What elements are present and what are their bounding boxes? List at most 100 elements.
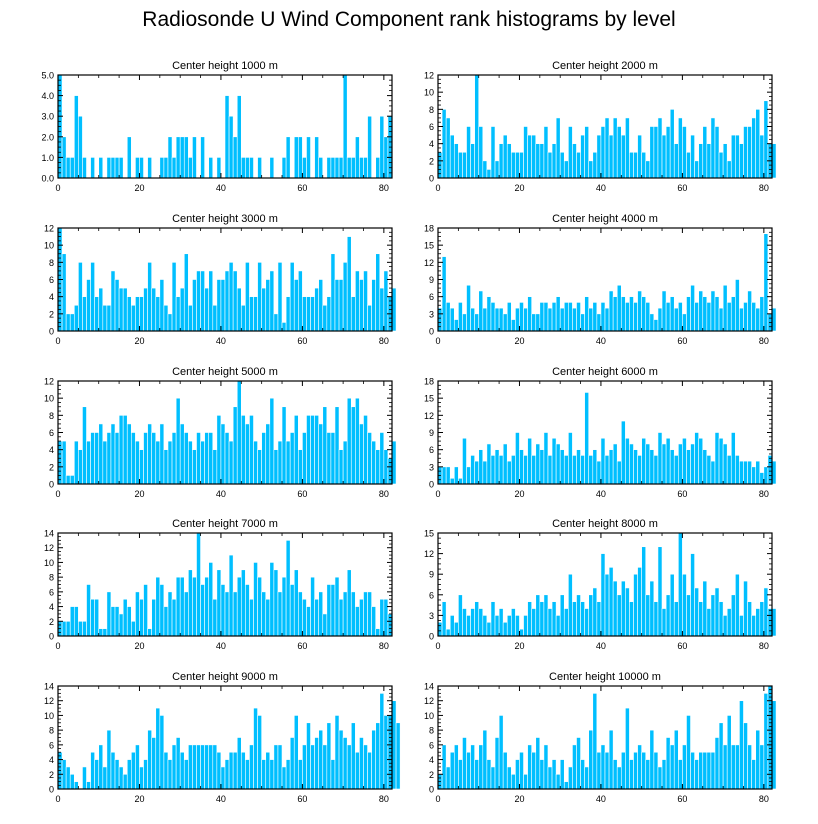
- histogram-bar: [314, 415, 319, 485]
- histogram-bar: [551, 302, 557, 332]
- histogram-bar: [90, 432, 95, 485]
- histogram-bar: [228, 440, 234, 485]
- histogram-bar: [208, 432, 214, 485]
- histogram-bar: [498, 608, 504, 637]
- histogram-bar: [645, 759, 651, 790]
- histogram-bar: [763, 466, 769, 485]
- histogram-bar: [228, 554, 234, 637]
- histogram-bar: [641, 751, 647, 790]
- histogram-bar: [363, 591, 368, 637]
- histogram-bar: [208, 157, 214, 179]
- histogram-bar: [498, 715, 504, 790]
- histogram-bar: [330, 157, 336, 179]
- histogram-bar: [612, 580, 618, 637]
- y-tick-label: 4: [49, 602, 54, 612]
- histogram-bar: [334, 279, 340, 332]
- histogram-bar: [519, 628, 524, 637]
- histogram-bar: [318, 157, 324, 179]
- histogram-bar: [555, 773, 561, 790]
- histogram-bar: [616, 594, 622, 637]
- figure-title: Radiosonde U Wind Component rank histogr…: [142, 8, 676, 31]
- histogram-bar: [106, 591, 112, 637]
- histogram-bar: [604, 117, 610, 179]
- histogram-bar: [375, 253, 381, 332]
- histogram-bar: [73, 781, 79, 790]
- histogram-bar: [498, 455, 504, 485]
- histogram-bar: [616, 126, 622, 179]
- histogram-bar: [620, 134, 626, 179]
- histogram-bar: [559, 307, 565, 332]
- histogram-bar: [678, 443, 683, 485]
- histogram-bar: [175, 737, 181, 790]
- histogram-bar: [302, 744, 307, 790]
- histogram-bar: [114, 157, 120, 179]
- histogram-bar: [482, 160, 488, 179]
- histogram-bar: [375, 157, 381, 179]
- histogram-bar: [355, 751, 360, 790]
- histogram-bar: [633, 751, 638, 790]
- x-tick-label: 0: [435, 183, 440, 193]
- histogram-bar: [183, 136, 189, 179]
- histogram-bar: [302, 157, 307, 179]
- histogram-bar: [474, 460, 480, 485]
- histogram-bar: [289, 584, 295, 637]
- histogram-bar: [539, 143, 545, 179]
- histogram-bar: [257, 157, 262, 179]
- histogram-bar: [633, 449, 638, 485]
- histogram-bar: [326, 722, 332, 790]
- y-tick-label: 8: [429, 105, 434, 115]
- histogram-bar: [629, 443, 634, 485]
- histogram-bar: [657, 432, 663, 485]
- histogram-bar: [657, 766, 663, 790]
- y-tick-label: 0: [49, 327, 54, 337]
- histogram-bar: [277, 262, 283, 332]
- histogram-bar: [437, 307, 443, 332]
- histogram-bar: [86, 584, 91, 637]
- histogram-bar: [350, 722, 356, 790]
- x-tick-label: 40: [216, 794, 226, 804]
- histogram-bar: [706, 751, 712, 790]
- histogram-bar: [204, 744, 210, 790]
- histogram-bar: [494, 737, 500, 790]
- histogram-bar: [285, 540, 291, 637]
- histogram-bar: [350, 591, 356, 637]
- histogram-bar: [445, 302, 451, 332]
- histogram-bar: [612, 117, 618, 179]
- histogram-bar: [363, 744, 368, 790]
- histogram-bar: [474, 74, 480, 179]
- histogram-bar: [620, 751, 626, 790]
- histogram-bar: [367, 115, 372, 179]
- histogram-bar: [608, 290, 614, 332]
- histogram-bar: [261, 759, 267, 790]
- histogram-bar: [265, 598, 271, 637]
- histogram-bar: [441, 466, 447, 485]
- histogram-bar: [653, 319, 659, 332]
- histogram-bar: [314, 737, 319, 790]
- histogram-bar: [555, 117, 561, 179]
- histogram-panel: Center height 3000 m 0 2 4 6 8 10 12 0 20 40 60 80: [44, 213, 397, 346]
- histogram-panel: Center height 8000 m 0 3 6 9 12 15 0 20 40 60 80: [424, 518, 777, 651]
- histogram-bar: [592, 587, 598, 637]
- histogram-bar: [249, 415, 254, 485]
- histogram-bar: [714, 432, 720, 485]
- histogram-bar: [445, 117, 451, 179]
- histogram-bar: [555, 615, 561, 637]
- histogram-bar: [568, 126, 573, 179]
- histogram-bar: [334, 406, 340, 485]
- histogram-bar: [114, 279, 120, 332]
- histogram-bar: [69, 773, 75, 790]
- histogram-bar: [102, 304, 108, 332]
- histogram-bar: [90, 751, 95, 790]
- histogram-bar: [718, 722, 724, 790]
- y-tick-label: 8: [49, 726, 54, 736]
- histogram-bar: [588, 307, 594, 332]
- x-tick-label: 80: [759, 794, 769, 804]
- histogram-bar: [563, 455, 569, 485]
- histogram-bar: [383, 715, 389, 790]
- histogram-bar: [592, 449, 598, 485]
- histogram-bar: [143, 432, 148, 485]
- histogram-bar: [126, 606, 132, 637]
- histogram-bar: [273, 449, 279, 485]
- histogram-bar: [371, 729, 377, 790]
- histogram-bar: [616, 766, 622, 790]
